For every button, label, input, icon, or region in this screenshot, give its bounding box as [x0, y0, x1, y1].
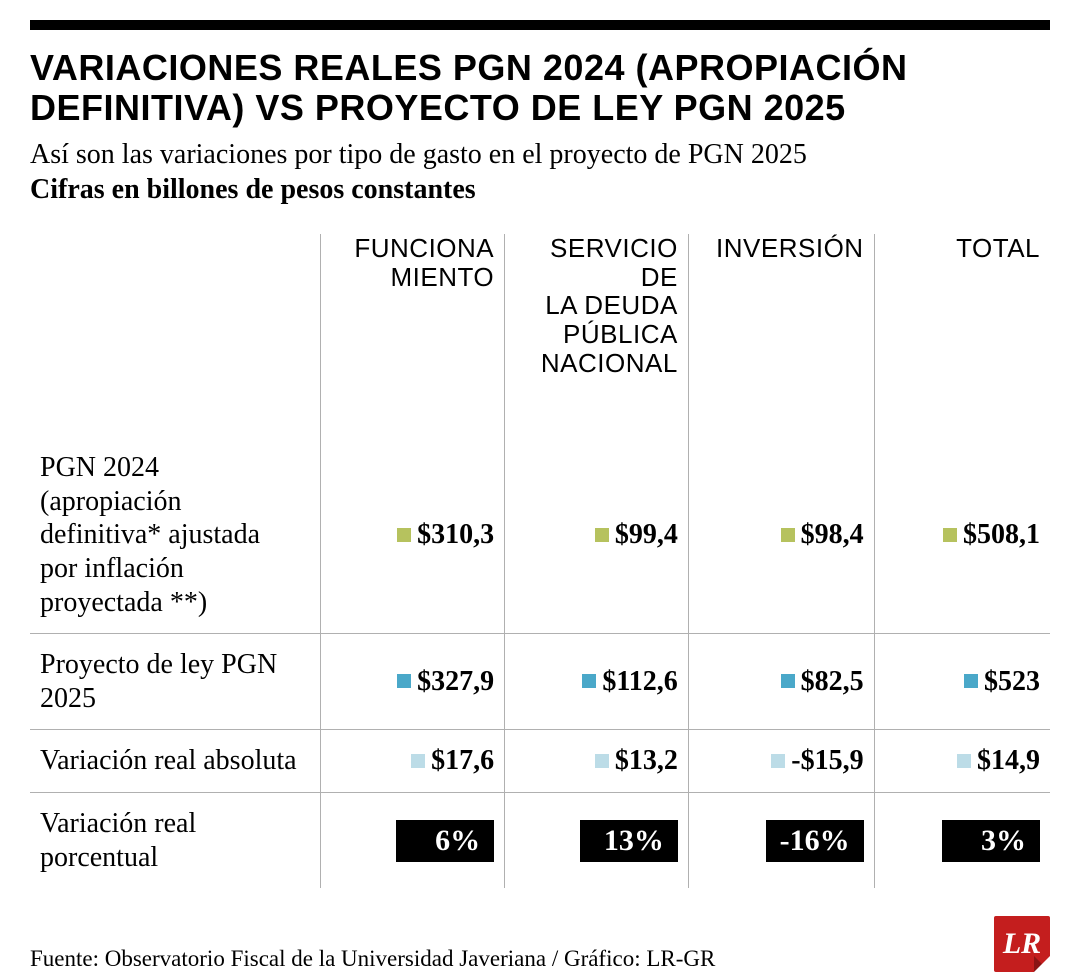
- col-header: INVERSIÓN: [688, 234, 874, 437]
- table-row: Variación real absoluta $17,6 $13,2 -$15,9 $…: [30, 730, 1050, 793]
- top-rule: [30, 20, 1050, 30]
- series-marker-icon: [943, 528, 957, 542]
- source-text: Fuente: Observatorio Fiscal de la Univer…: [30, 946, 715, 972]
- table-row: Variación real porcentual 6% 13% -16% 3%: [30, 792, 1050, 888]
- series-marker-icon: [397, 674, 411, 688]
- table-cell: $13,2: [505, 730, 689, 793]
- series-marker-icon: [411, 754, 425, 768]
- table-cell: $508,1: [874, 437, 1050, 633]
- row-label: Proyecto de ley PGN 2025: [30, 634, 320, 730]
- cell-value: $327,9: [417, 666, 494, 697]
- table-cell: $112,6: [505, 634, 689, 730]
- row-label: Variación real absoluta: [30, 730, 320, 793]
- table-cell: $17,6: [320, 730, 504, 793]
- table-row: PGN 2024 (apropiación definitiva* ajusta…: [30, 437, 1050, 633]
- series-marker-icon: [771, 754, 785, 768]
- table-cell: 6%: [320, 792, 504, 888]
- series-marker-icon: [964, 674, 978, 688]
- table-cell: $99,4: [505, 437, 689, 633]
- chart-subtitle: Así son las variaciones por tipo de gast…: [30, 137, 1050, 172]
- series-marker-icon: [595, 754, 609, 768]
- table-cell: 3%: [874, 792, 1050, 888]
- table-cell: -16%: [688, 792, 874, 888]
- cell-value: $99,4: [615, 519, 678, 550]
- table-cell: -$15,9: [688, 730, 874, 793]
- table-header-row: FUNCIONAMIENTO SERVICIO DELA DEUDAPÚBLIC…: [30, 234, 1050, 437]
- table-cell: 13%: [505, 792, 689, 888]
- table-body: PGN 2024 (apropiación definitiva* ajusta…: [30, 437, 1050, 888]
- cell-value: -$15,9: [791, 745, 863, 776]
- cell-value: $98,4: [801, 519, 864, 550]
- table-cell: $523: [874, 634, 1050, 730]
- header-blank: [30, 234, 320, 437]
- series-marker-icon: [781, 674, 795, 688]
- table-cell: $327,9: [320, 634, 504, 730]
- cell-value: $310,3: [417, 519, 494, 550]
- table-row: Proyecto de ley PGN 2025 $327,9 $112,6 $82,…: [30, 634, 1050, 730]
- cell-value: $17,6: [431, 745, 494, 776]
- data-table: FUNCIONAMIENTO SERVICIO DELA DEUDAPÚBLIC…: [30, 234, 1050, 888]
- percent-badge: 6%: [396, 820, 494, 862]
- cell-value: $112,6: [602, 666, 677, 697]
- series-marker-icon: [397, 528, 411, 542]
- col-header-label: INVERSIÓN: [716, 233, 864, 263]
- cell-value: $14,9: [977, 745, 1040, 776]
- percent-badge: -16%: [766, 820, 864, 862]
- percent-badge: 3%: [942, 820, 1040, 862]
- col-header: SERVICIO DELA DEUDAPÚBLICANACIONAL: [505, 234, 689, 437]
- logo-fold: [1034, 956, 1050, 972]
- series-marker-icon: [582, 674, 596, 688]
- table-cell: $82,5: [688, 634, 874, 730]
- percent-badge: 13%: [580, 820, 678, 862]
- col-header-label: FUNCIONAMIENTO: [354, 233, 494, 292]
- chart-subtitle-units: Cifras en billones de pesos constantes: [30, 174, 1050, 206]
- row-label: PGN 2024 (apropiación definitiva* ajusta…: [30, 437, 320, 633]
- publisher-logo: LR: [994, 916, 1050, 972]
- table-cell: $310,3: [320, 437, 504, 633]
- row-label: Variación real porcentual: [30, 792, 320, 888]
- cell-value: $13,2: [615, 745, 678, 776]
- footer: Fuente: Observatorio Fiscal de la Univer…: [30, 916, 1050, 972]
- col-header-label: TOTAL: [956, 233, 1040, 263]
- series-marker-icon: [781, 528, 795, 542]
- cell-value: $508,1: [963, 519, 1040, 550]
- table-cell: $98,4: [688, 437, 874, 633]
- col-header-label: SERVICIO DELA DEUDAPÚBLICANACIONAL: [541, 233, 678, 377]
- series-marker-icon: [957, 754, 971, 768]
- series-marker-icon: [595, 528, 609, 542]
- chart-title: VARIACIONES REALES PGN 2024 (APROPIACIÓN…: [30, 48, 1050, 127]
- col-header: TOTAL: [874, 234, 1050, 437]
- col-header: FUNCIONAMIENTO: [320, 234, 504, 437]
- cell-value: $523: [984, 666, 1040, 697]
- cell-value: $82,5: [801, 666, 864, 697]
- table-cell: $14,9: [874, 730, 1050, 793]
